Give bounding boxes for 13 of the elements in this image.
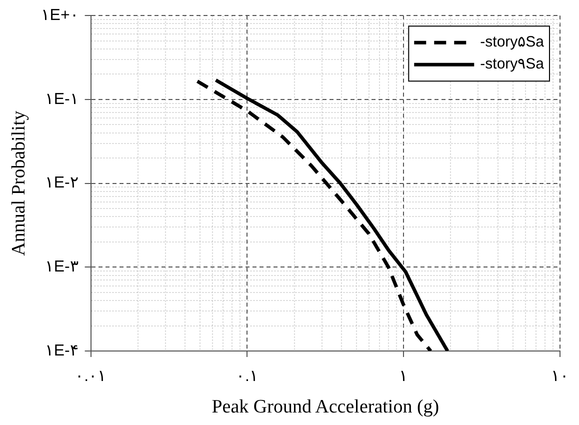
x-tick-label: ۰.۱ — [236, 368, 258, 386]
y-tick-label: ۱E-۲ — [44, 174, 79, 192]
y-tick-label: ۱E+۰ — [40, 7, 79, 24]
x-tick-label: ۱ — [399, 368, 408, 386]
y-tick-label: ۱E-۴ — [44, 342, 79, 360]
legend-label: -story۹Sa — [480, 56, 545, 73]
x-axis-title: Peak Ground Acceleration (g) — [212, 396, 440, 418]
x-tick-label: ۰.۰۱ — [75, 368, 107, 386]
y-axis-title: Annual Probability — [8, 110, 30, 256]
legend-label: -story۵Sa — [480, 34, 545, 51]
y-tick-label: ۱E-۱ — [44, 90, 79, 108]
y-tick-label: ۱E-۳ — [44, 258, 79, 276]
x-tick-label: ۱۰ — [551, 368, 569, 386]
